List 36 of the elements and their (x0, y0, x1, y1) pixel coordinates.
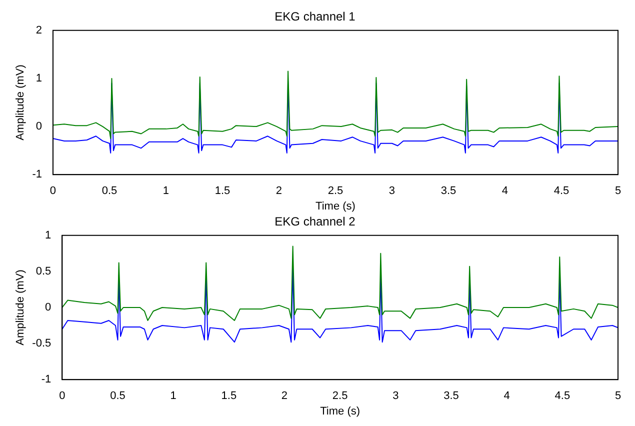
x-tick-label: 2.5 (328, 185, 344, 198)
y-tick-label: -0.5 (32, 338, 52, 350)
x-tick-label: 1 (170, 390, 176, 402)
x-tick-label: 0.5 (102, 185, 118, 198)
y-tick-label: 0 (36, 120, 42, 133)
y-tick-label: -1 (41, 374, 52, 386)
y-axis-title: Amplitude (mV) (14, 64, 27, 140)
x-tick-label: 3.5 (444, 390, 459, 402)
x-tick-label: 3 (392, 390, 399, 402)
x-tick-label: 4.5 (554, 185, 570, 198)
x-tick-label: 2.5 (332, 390, 348, 402)
x-tick-label: 0.5 (110, 390, 126, 402)
y-axis-title: Amplitude (mV) (14, 270, 27, 346)
y-tick-label: 1 (36, 72, 42, 84)
y-tick-label: -1 (32, 168, 42, 181)
x-tick-label: 1.5 (221, 390, 237, 402)
x-tick-label: 3.5 (440, 185, 456, 198)
chart-title: EKG channel 1 (274, 10, 356, 24)
x-tick-label: 5 (614, 390, 622, 402)
x-axis-title: Time (s) (320, 405, 360, 418)
y-tick-label: 0 (45, 302, 52, 314)
x-axis-title: Time (s) (316, 200, 356, 212)
x-tick-label: 5 (614, 185, 622, 198)
x-tick-label: 4 (502, 185, 508, 198)
y-tick-label: 1 (45, 229, 52, 242)
x-tick-label: 4 (504, 390, 510, 402)
x-tick-label: 4.5 (554, 390, 570, 402)
chart-title: EKG channel 2 (274, 214, 356, 229)
x-tick-label: 2 (276, 185, 282, 198)
x-tick-label: 0 (59, 390, 66, 402)
x-tick-label: 1 (162, 185, 170, 198)
y-tick-label: 0.5 (36, 265, 52, 278)
x-tick-label: 2 (281, 390, 288, 402)
x-tick-label: 1.5 (214, 185, 230, 198)
x-tick-label: 3 (388, 185, 396, 198)
y-tick-label: 2 (36, 24, 42, 36)
